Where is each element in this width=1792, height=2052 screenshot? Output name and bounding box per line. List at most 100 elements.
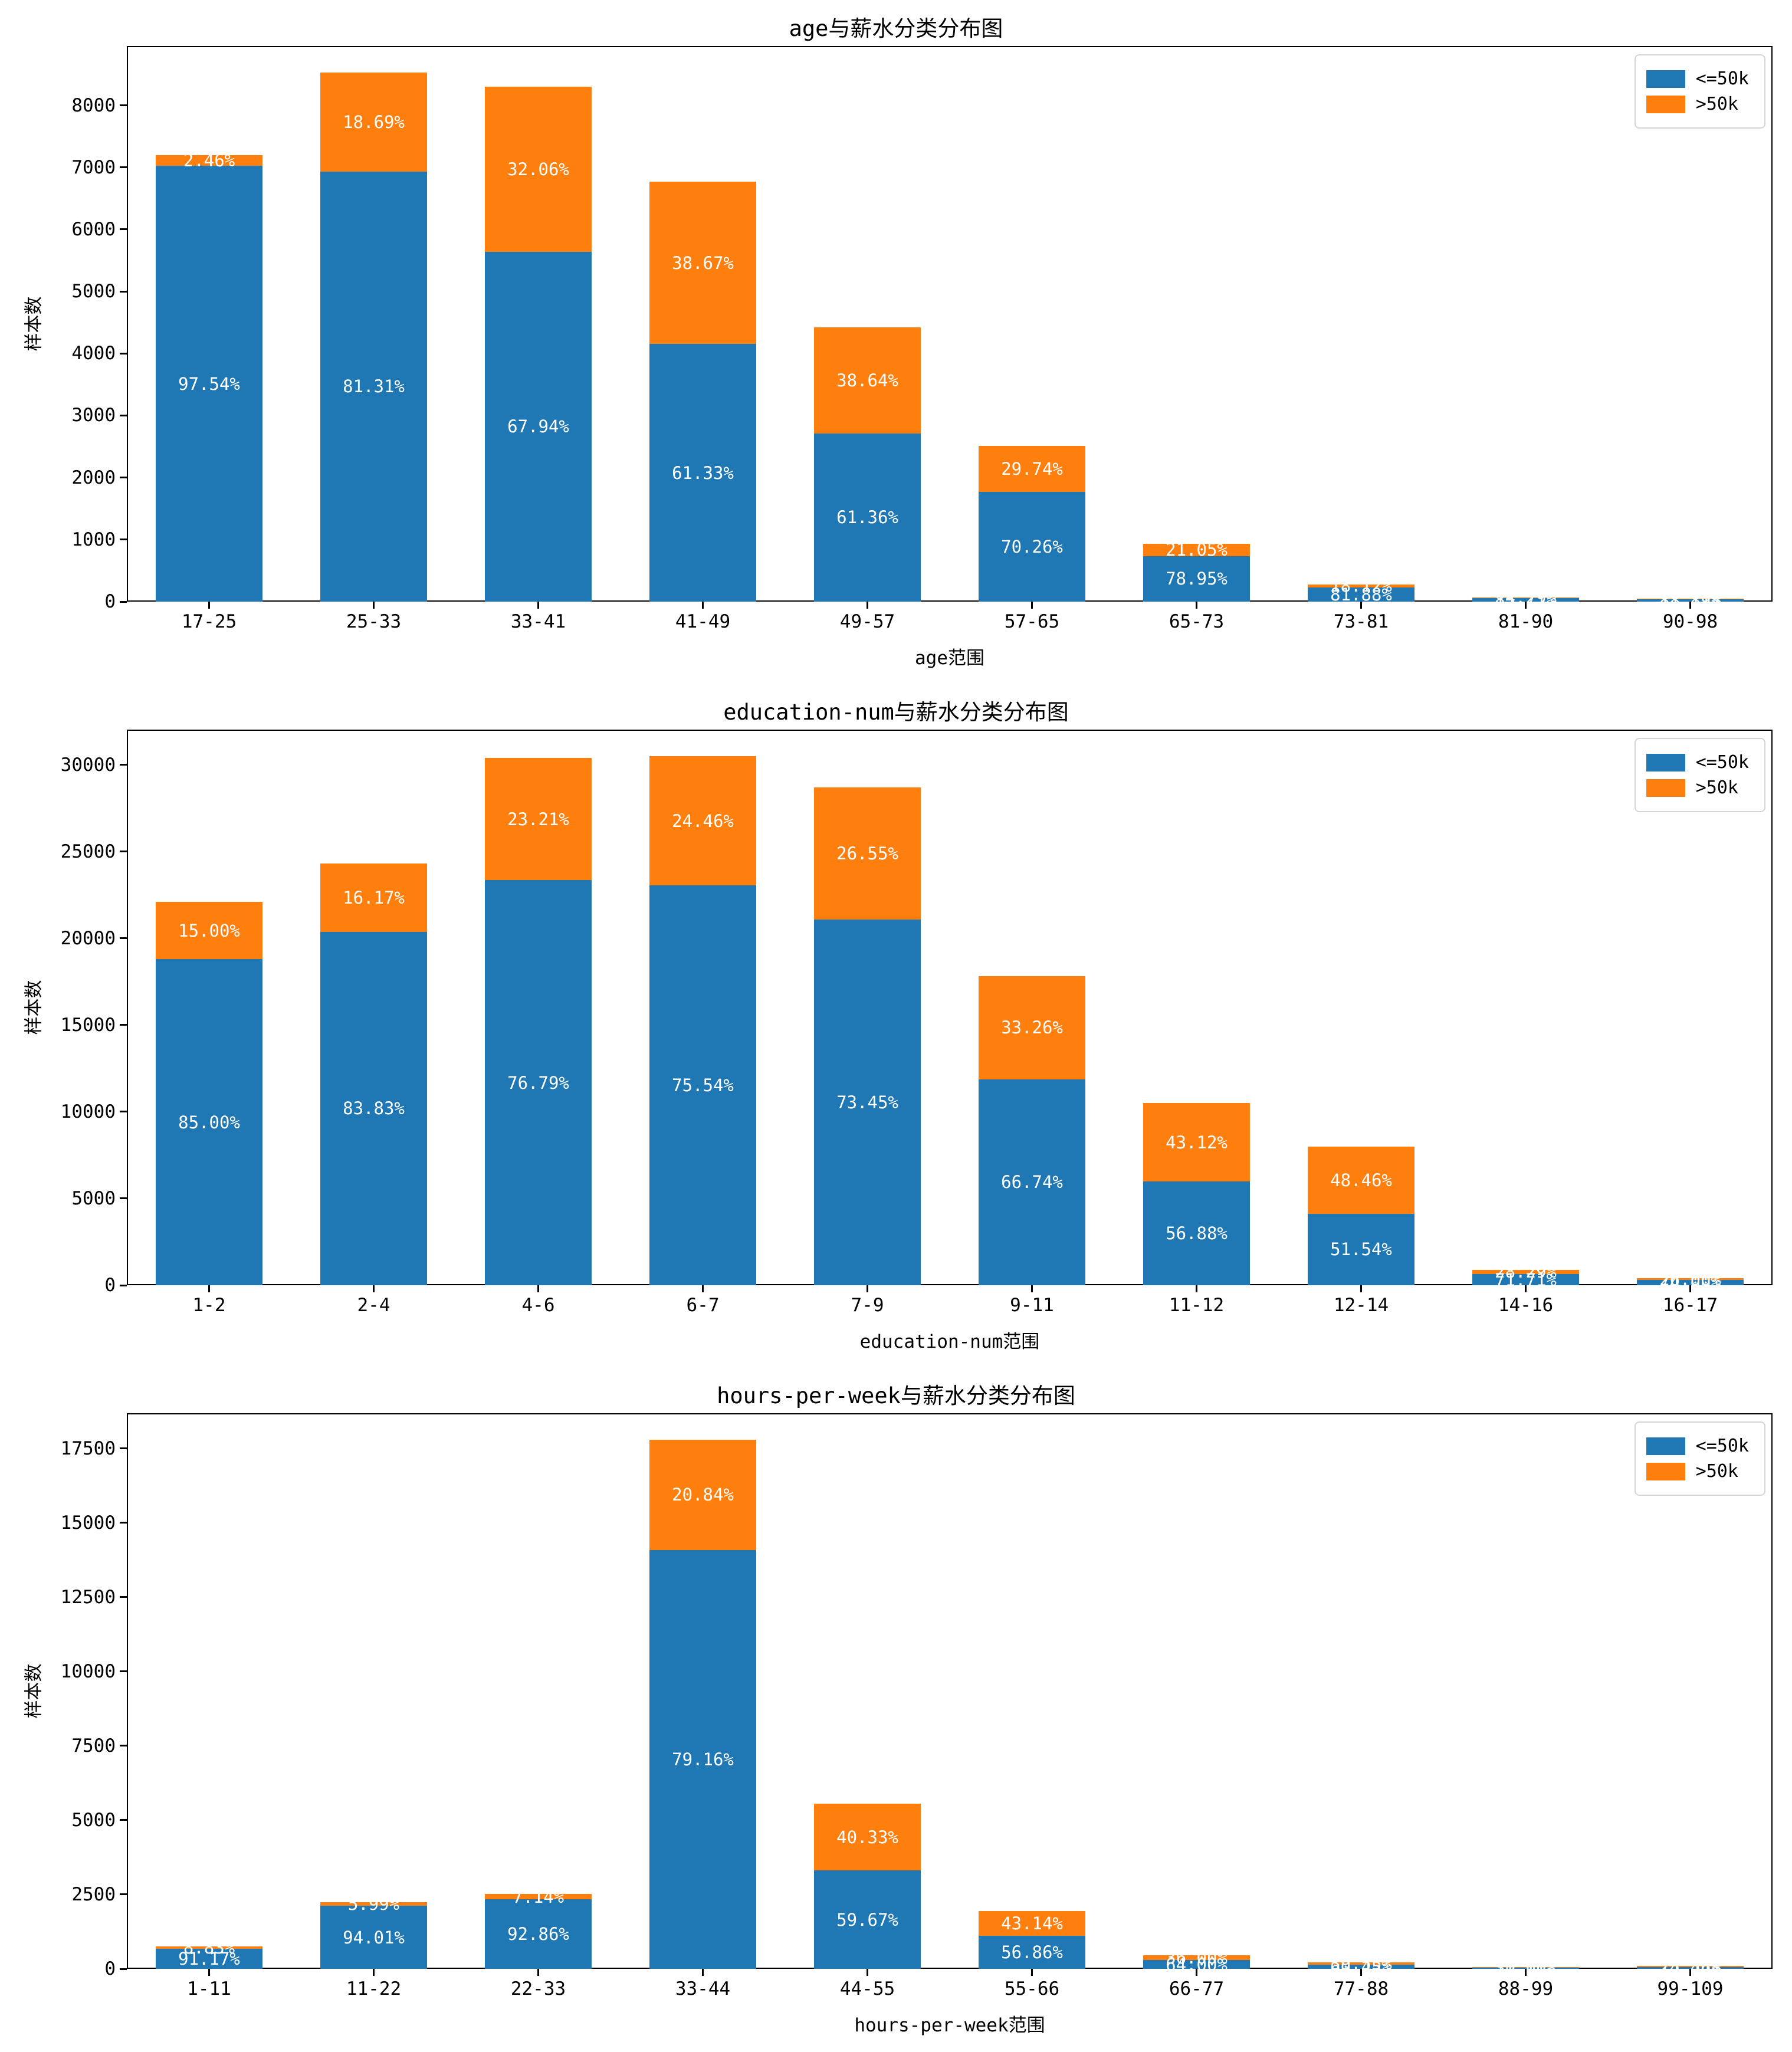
bar-segment-gt50k	[978, 976, 1086, 1079]
legend-label: <=50k	[1695, 1436, 1749, 1456]
bar-segment-le50k	[1307, 1213, 1415, 1285]
bar-percent-label-le50k: 79.16%	[672, 1749, 734, 1769]
x-tick-label: 9-11	[1010, 1295, 1054, 1316]
y-tick-mark	[120, 1745, 127, 1747]
y-tick-label: 15000	[60, 1014, 116, 1036]
chart-age-vs-salary: age与薪水分类分布图 样本数 0 1000 2000 3000 4000 5000 600…	[0, 0, 1792, 684]
bar-segment-gt50k	[978, 1910, 1086, 1936]
bar-segment-gt50k	[1143, 1103, 1251, 1182]
bar-percent-label-le50k: 81.88%	[1330, 584, 1392, 605]
y-tick-label: 2500	[71, 1883, 116, 1905]
bar-percent-label-le50k: 66.74%	[1001, 1172, 1063, 1193]
x-tick-label: 11-22	[346, 1978, 402, 2000]
x-tick-label: 6-7	[686, 1295, 720, 1316]
bar-segment-le50k	[1143, 1181, 1251, 1285]
x-tick-mark	[1525, 1285, 1527, 1292]
plot-area	[127, 46, 1773, 602]
bar-percent-label-gt50k: 36.00%	[1166, 1948, 1228, 1968]
y-tick-mark	[120, 851, 127, 853]
bar-percent-label-gt50k: 18.69%	[343, 111, 405, 132]
bar-segment-le50k	[649, 344, 757, 602]
bar-segment-le50k	[320, 1906, 428, 1969]
bar-percent-label-gt50k: 20.84%	[672, 1485, 734, 1505]
y-tick-mark	[120, 1284, 127, 1286]
legend-item: >50k	[1646, 1461, 1749, 1482]
legend-swatch-le50k	[1646, 70, 1685, 88]
bar-segment-le50k	[1143, 1960, 1251, 1969]
bar-segment-gt50k	[155, 155, 263, 166]
bar-percent-label-gt50k: 26.55%	[836, 843, 898, 864]
bar-segment-le50k	[320, 931, 428, 1285]
x-axis-title: age范围	[915, 648, 984, 669]
bar-percent-label-le50k: 81.31%	[343, 376, 405, 397]
y-tick-mark	[120, 352, 127, 354]
x-tick-mark	[1196, 602, 1197, 609]
x-tick-mark	[867, 1969, 868, 1976]
y-tick-mark	[120, 290, 127, 293]
bar-percent-label-le50k: 85.00%	[178, 1112, 240, 1132]
chart-title: education-num与薪水分类分布图	[723, 700, 1069, 725]
bar-percent-label-gt50k: 38.64%	[836, 370, 898, 390]
bar-segment-gt50k	[1307, 1962, 1415, 1965]
x-tick-mark	[1360, 1285, 1362, 1292]
bar-segment-le50k	[1636, 1280, 1744, 1285]
x-tick-mark	[1196, 1285, 1197, 1292]
legend-item: <=50k	[1646, 1436, 1749, 1456]
plot-area	[127, 730, 1773, 1285]
bar-percent-label-gt50k: 32.06%	[507, 159, 569, 180]
bar-segment-le50k	[813, 1870, 921, 1969]
bar-percent-label-le50k: 94.01%	[343, 1927, 405, 1948]
bar-segment-gt50k	[649, 182, 757, 344]
y-tick-label: 2000	[71, 467, 116, 488]
y-tick-label: 5000	[71, 1187, 116, 1209]
bar-segment-gt50k	[320, 864, 428, 932]
bar-percent-label-gt50k: 40.33%	[836, 1827, 898, 1847]
x-tick-mark	[1196, 1969, 1197, 1976]
bar-percent-label-le50k: 88.89%	[1659, 590, 1721, 610]
x-tick-mark	[373, 1285, 375, 1292]
bar-percent-label-gt50k: 33.26%	[1001, 1017, 1063, 1038]
legend-label: >50k	[1695, 94, 1738, 114]
bar-segment-gt50k	[649, 1439, 757, 1550]
x-tick-mark	[702, 1285, 704, 1292]
bar-segment-gt50k	[155, 901, 263, 960]
x-tick-label: 55-66	[1004, 1978, 1060, 2000]
y-tick-label: 4000	[71, 343, 116, 365]
bar-percent-label-le50k: 92.86%	[507, 1924, 569, 1945]
x-tick-label: 25-33	[346, 611, 402, 632]
y-tick-label: 15000	[60, 1512, 116, 1534]
x-tick-label: 12-14	[1333, 1295, 1389, 1316]
x-tick-label: 2-4	[357, 1295, 390, 1316]
bar-segment-gt50k	[1472, 597, 1580, 598]
x-tick-mark	[1689, 602, 1691, 609]
x-tick-label: 11-12	[1169, 1295, 1225, 1316]
y-tick-label: 0	[104, 1958, 116, 1979]
bar-segment-gt50k	[484, 1893, 592, 1900]
bar-percent-label-le50k: 97.54%	[178, 373, 240, 394]
y-tick-label: 12500	[60, 1586, 116, 1608]
bar-segment-gt50k	[1143, 544, 1251, 556]
x-tick-mark	[1360, 602, 1362, 609]
x-tick-mark	[1031, 602, 1033, 609]
bar-percent-label-gt50k: 16.17%	[343, 888, 405, 908]
y-tick-label: 25000	[60, 841, 116, 862]
bar-percent-label-gt50k: 15.00%	[178, 920, 240, 941]
x-tick-mark	[537, 1285, 539, 1292]
bar-segment-le50k	[1636, 599, 1744, 602]
bar-segment-le50k	[978, 1936, 1086, 1969]
bar-percent-label-gt50k: 5.99%	[347, 1893, 400, 1914]
y-tick-mark	[120, 1596, 127, 1598]
x-tick-label: 4-6	[521, 1295, 555, 1316]
x-tick-label: 81-90	[1498, 611, 1554, 632]
bar-segment-gt50k	[649, 756, 757, 886]
bar-segment-gt50k	[155, 1946, 263, 1949]
bar-segment-le50k	[813, 433, 921, 602]
bar-segment-gt50k	[484, 757, 592, 881]
bar-percent-label-le50k: 61.33%	[672, 462, 734, 483]
bar-segment-le50k	[1472, 597, 1580, 602]
x-tick-label: 33-44	[675, 1978, 731, 2000]
bar-percent-label-le50k: 91.17%	[178, 1948, 240, 1969]
y-tick-label: 10000	[60, 1101, 116, 1122]
bar-segment-gt50k	[813, 787, 921, 920]
x-tick-mark	[1689, 1969, 1691, 1976]
